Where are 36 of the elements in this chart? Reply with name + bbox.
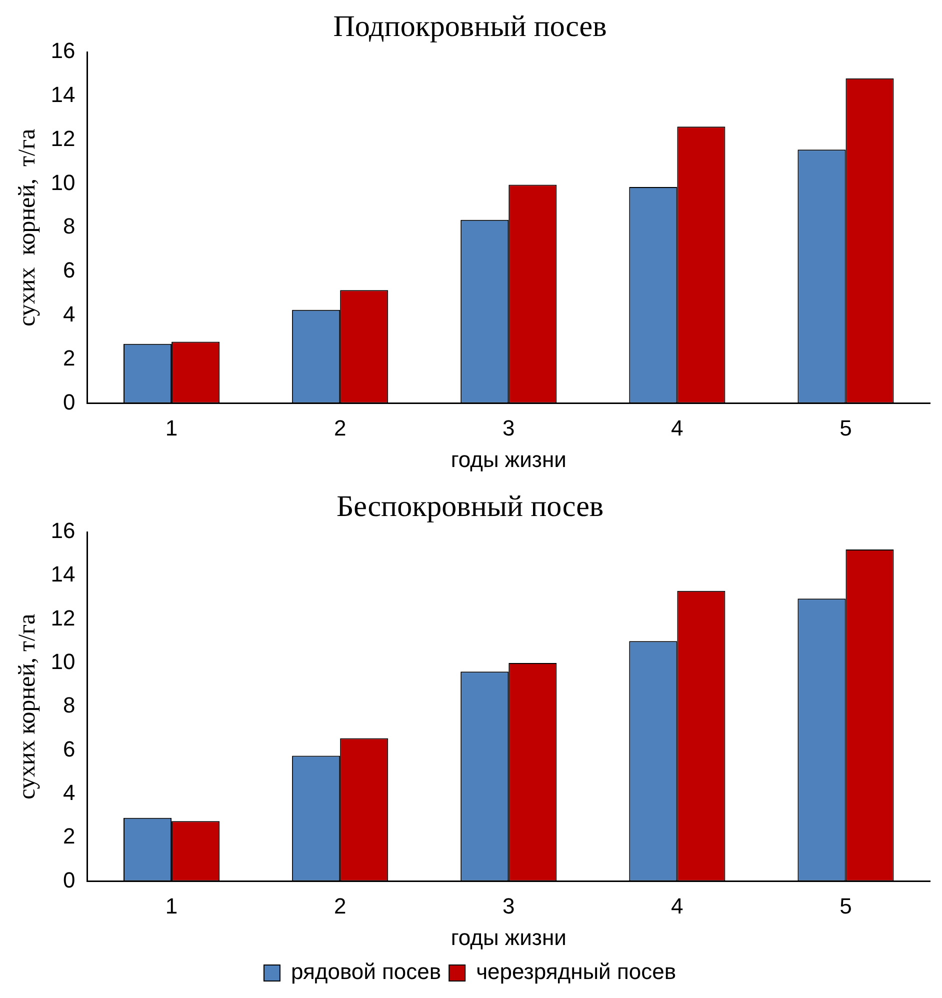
x-axis-title: годы жизни [450, 446, 566, 472]
y-tick-label: 6 [63, 736, 76, 762]
y-tick-label: 0 [63, 389, 76, 414]
y-tick-label: 4 [63, 780, 76, 805]
x-tick-label: 5 [840, 893, 852, 918]
y-tick-label: 12 [50, 605, 76, 630]
y-axis-title: сухих корней, т/га [14, 128, 41, 326]
y-tick-label: 12 [50, 126, 76, 151]
y-tick-label: 14 [50, 82, 76, 107]
legend-label: рядовой посев [290, 959, 442, 984]
y-tick-label: 10 [50, 649, 76, 674]
x-tick-label: 3 [502, 415, 515, 440]
x-axis-title: годы жизни [450, 924, 566, 950]
x-tick-label: 1 [165, 893, 178, 918]
y-tick-label: 0 [63, 867, 76, 892]
legend-label: черезрядный посев [476, 959, 676, 984]
y-tick-label: 8 [63, 214, 76, 239]
y-tick-label: 14 [50, 562, 76, 587]
x-tick-label: 3 [502, 893, 515, 918]
y-tick-label: 4 [63, 301, 76, 326]
x-tick-label: 2 [334, 415, 346, 440]
x-tick-label: 2 [334, 893, 346, 918]
x-tick-label: 4 [671, 893, 684, 918]
x-tick-label: 1 [165, 415, 178, 440]
chart-title: Беспокровный посев [336, 490, 604, 523]
y-tick-label: 16 [50, 38, 76, 64]
y-tick-label: 6 [63, 258, 76, 283]
y-tick-label: 8 [63, 692, 76, 718]
y-tick-label: 10 [50, 170, 76, 195]
y-axis-title: сухих корней, т/га [14, 613, 41, 800]
y-tick-label: 2 [63, 345, 76, 370]
y-tick-label: 2 [63, 824, 76, 849]
x-tick-label: 4 [671, 415, 684, 440]
y-tick-label: 16 [50, 518, 76, 544]
x-tick-label: 5 [840, 415, 852, 440]
chart-title: Подпокровный посев [333, 10, 607, 43]
